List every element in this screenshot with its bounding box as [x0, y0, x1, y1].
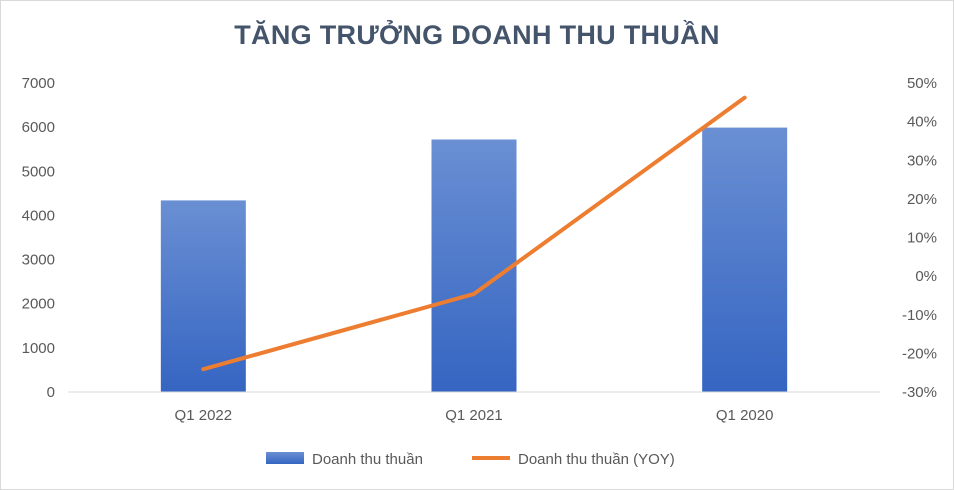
category-label: Q1 2020 [716, 407, 774, 424]
left-tick-label: 2000 [22, 296, 55, 313]
legend-line-label: Doanh thu thuần (YOY) [518, 451, 675, 468]
left-tick-label: 4000 [22, 207, 55, 224]
line-series [201, 95, 747, 372]
right-tick-label: 20% [907, 191, 937, 208]
right-tick-label: 10% [907, 230, 937, 247]
right-tick-label: -30% [902, 384, 937, 401]
bar [160, 200, 246, 392]
category-labels: Q1 2022 Q1 2021 Q1 2020 [175, 407, 774, 424]
bar [702, 127, 788, 392]
bar [431, 139, 517, 392]
legend: Doanh thu thuần Doanh thu thuần (YOY) [266, 451, 675, 468]
left-tick-label: 7000 [22, 75, 55, 92]
right-tick-label: -20% [902, 345, 937, 362]
right-tick-label: 40% [907, 114, 937, 131]
category-label: Q1 2022 [175, 407, 233, 424]
right-axis-ticks: -30% -20% -10% 0% 10% 20% 30% 40% 50% [902, 75, 937, 401]
left-tick-label: 3000 [22, 252, 55, 269]
right-tick-label: 30% [907, 152, 937, 169]
legend-bar-label: Doanh thu thuần [312, 451, 423, 468]
right-tick-label: -10% [902, 307, 937, 324]
category-label: Q1 2021 [445, 407, 503, 424]
left-tick-label: 1000 [22, 340, 55, 357]
left-axis-ticks: 0 1000 2000 3000 4000 5000 6000 7000 [22, 75, 55, 401]
legend-bar-swatch [266, 452, 304, 464]
left-tick-label: 0 [47, 384, 55, 401]
right-tick-label: 50% [907, 75, 937, 92]
bar-series [160, 127, 788, 392]
right-tick-label: 0% [915, 268, 937, 285]
chart-title: TĂNG TRƯỞNG DOANH THU THUẦN [234, 20, 720, 50]
left-tick-label: 6000 [22, 119, 55, 136]
left-tick-label: 5000 [22, 163, 55, 180]
